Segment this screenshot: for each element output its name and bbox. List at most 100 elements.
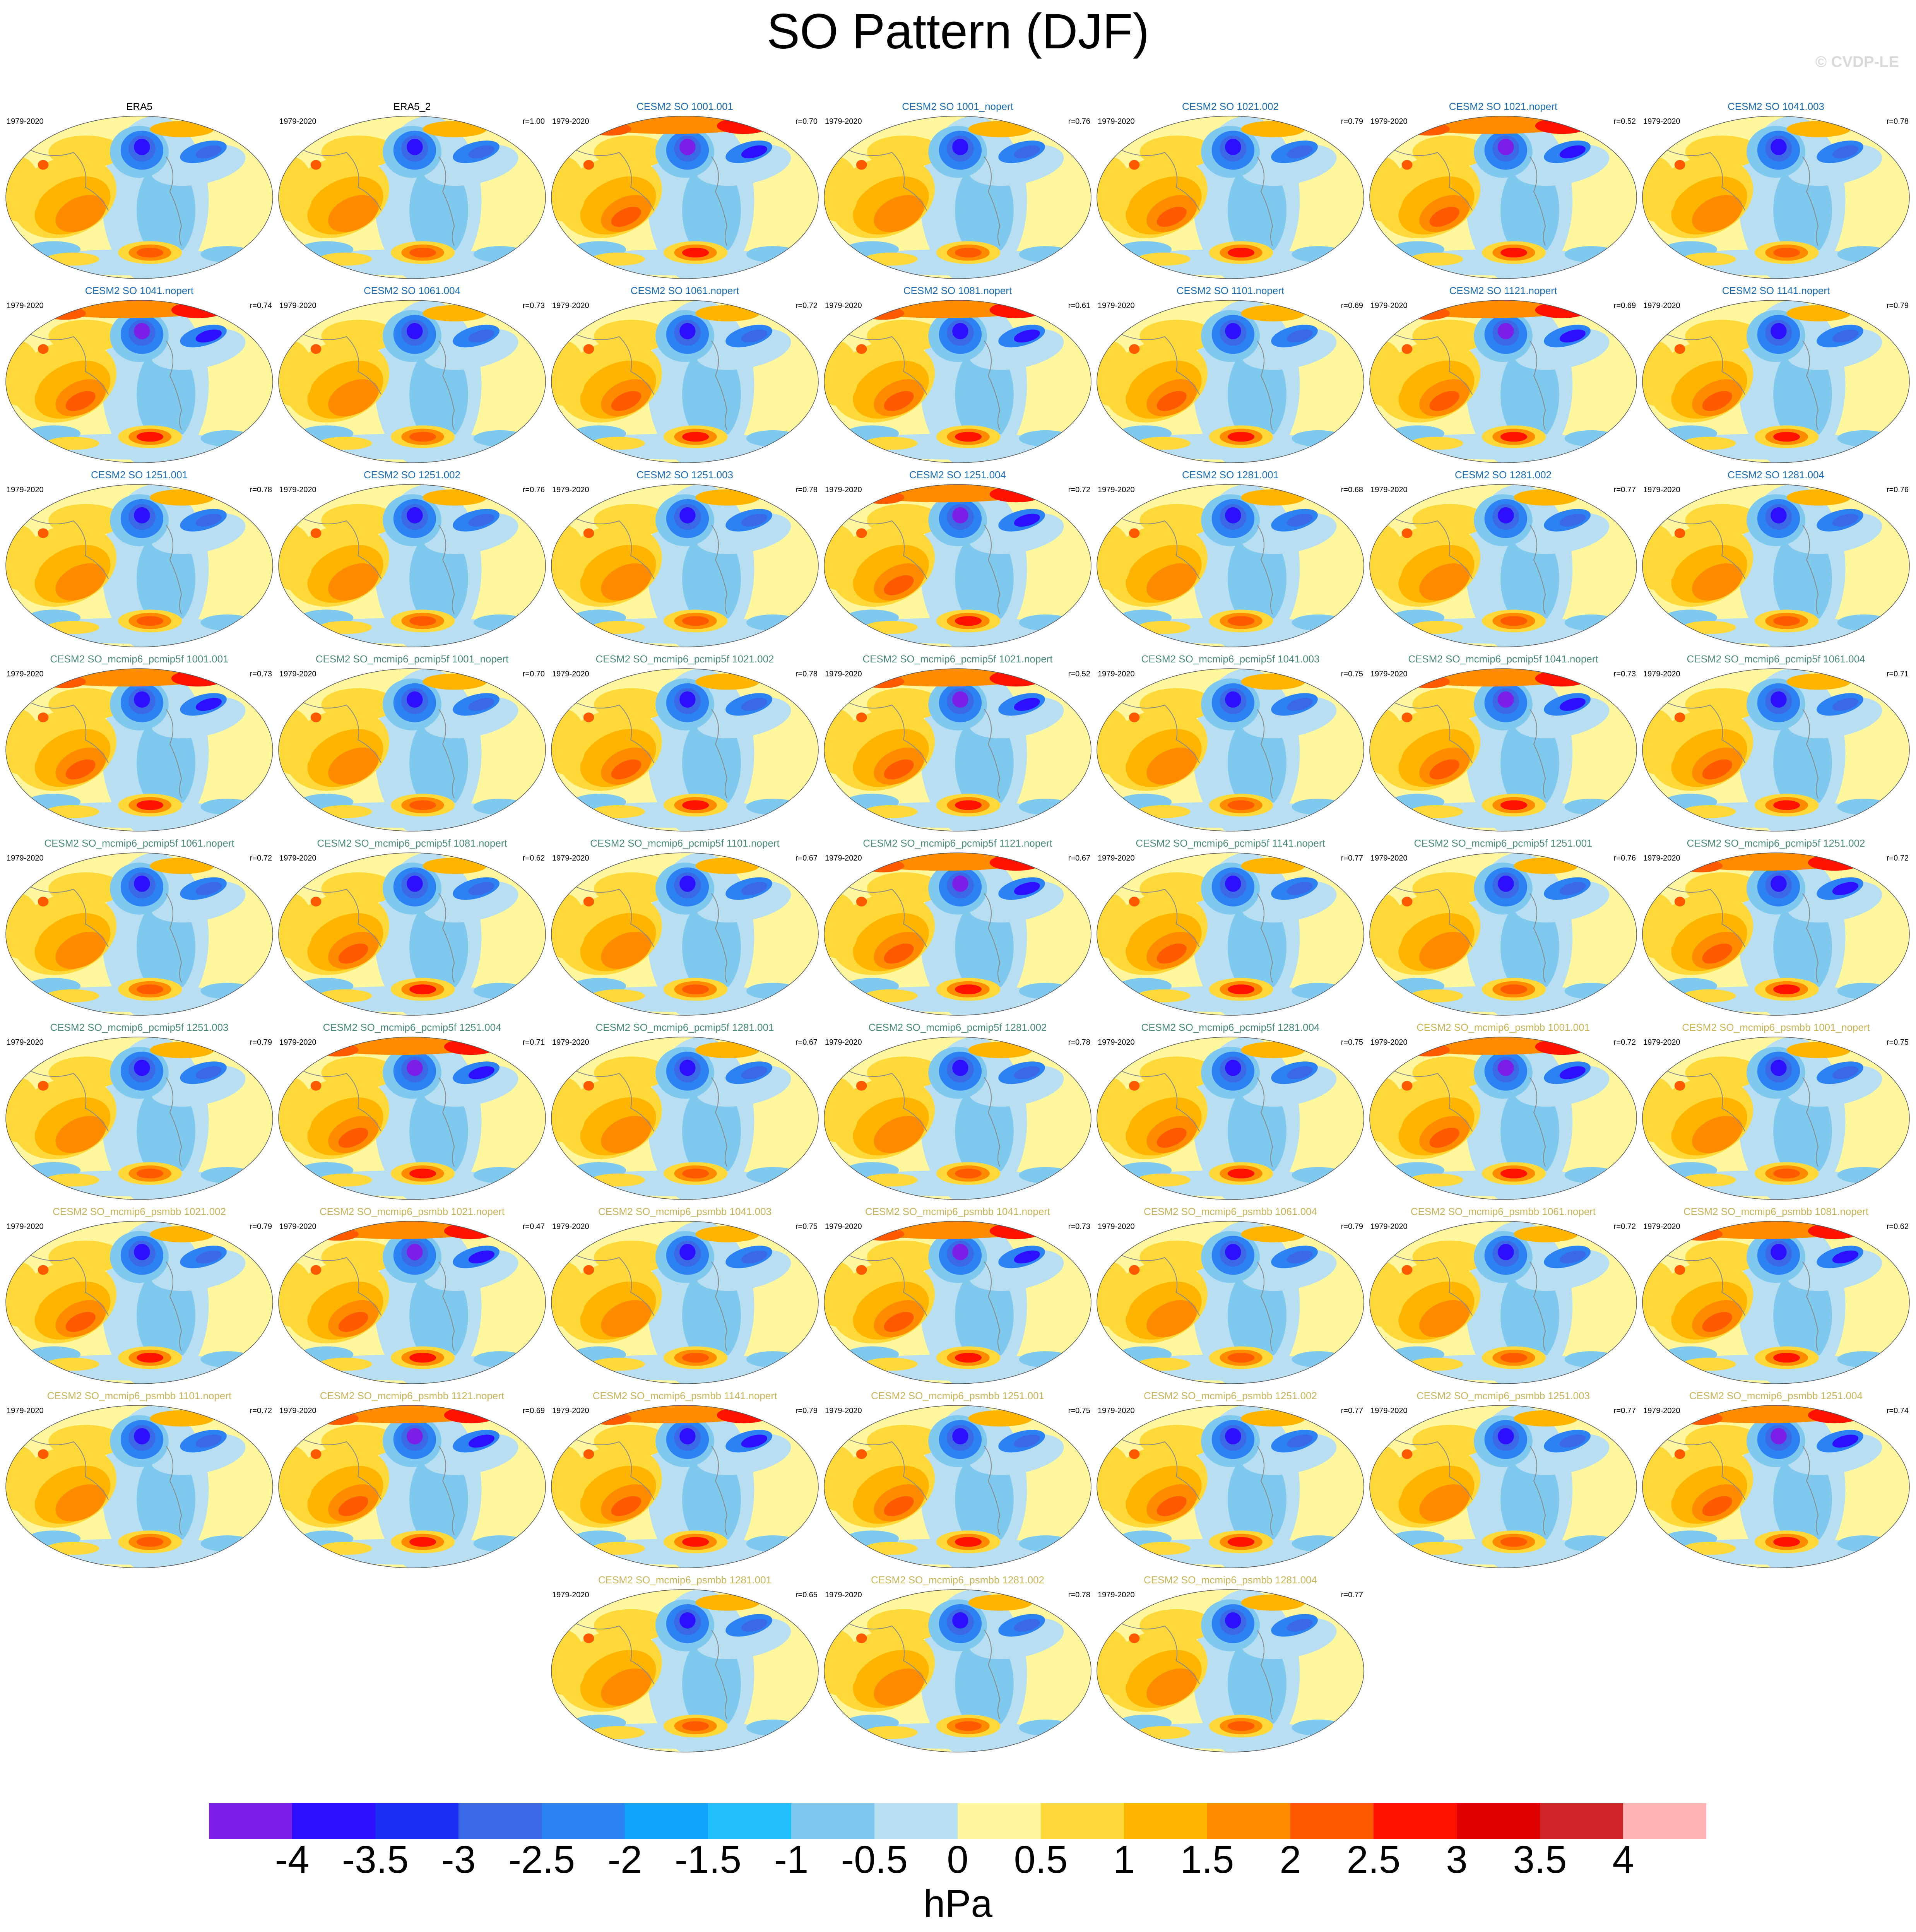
negative-anomaly xyxy=(1771,1244,1787,1260)
negative-anomaly xyxy=(151,1433,246,1475)
negative-anomaly xyxy=(468,1250,494,1264)
positive-anomaly xyxy=(1139,1241,1215,1273)
colorbar-segment xyxy=(1623,1803,1706,1839)
positive-anomaly xyxy=(1419,1300,1470,1337)
negative-anomaly xyxy=(134,139,150,155)
panel-correlation: r=0.62 xyxy=(523,854,545,862)
positive-anomaly xyxy=(955,1537,982,1547)
negative-anomaly xyxy=(473,799,527,815)
positive-anomaly xyxy=(867,1056,942,1089)
negative-anomaly xyxy=(1286,698,1313,711)
panel-correlation: r=0.76 xyxy=(1068,117,1090,126)
negative-anomaly xyxy=(1773,530,1832,628)
positive-anomaly xyxy=(1401,160,1413,170)
positive-anomaly xyxy=(695,857,760,874)
negative-anomaly xyxy=(1019,430,1073,447)
negative-anomaly xyxy=(134,323,150,339)
coastline xyxy=(299,148,382,211)
positive-anomaly xyxy=(1808,1407,1861,1424)
positive-anomaly xyxy=(137,432,164,442)
negative-anomaly xyxy=(955,1635,1014,1733)
negative-anomaly xyxy=(696,696,791,739)
positive-anomaly xyxy=(1808,854,1861,871)
positive-anomaly xyxy=(55,1484,106,1521)
negative-anomaly xyxy=(134,1059,150,1076)
negative-anomaly xyxy=(1514,1433,1610,1475)
negative-anomaly xyxy=(195,882,222,895)
negative-anomaly xyxy=(1832,145,1858,159)
positive-anomaly xyxy=(1410,1357,1463,1371)
coastline xyxy=(572,701,655,763)
positive-anomaly xyxy=(601,1668,652,1706)
positive-anomaly xyxy=(321,320,396,353)
positive-anomaly xyxy=(583,160,594,170)
panel-correlation: r=0.52 xyxy=(1068,670,1090,678)
colorbar-segment xyxy=(958,1803,1041,1839)
positive-anomaly xyxy=(874,195,924,232)
negative-anomaly xyxy=(423,328,518,370)
positive-anomaly xyxy=(1412,872,1487,905)
negative-anomaly xyxy=(1019,614,1073,631)
negative-anomaly xyxy=(473,614,527,631)
negative-anomaly xyxy=(137,530,195,628)
negative-anomaly xyxy=(682,346,741,443)
coastline xyxy=(299,517,382,579)
positive-anomaly xyxy=(279,1446,313,1511)
positive-anomaly xyxy=(1228,1721,1255,1731)
negative-anomaly xyxy=(137,1451,195,1549)
positive-anomaly xyxy=(279,1262,313,1327)
positive-anomaly xyxy=(1786,1042,1851,1058)
positive-anomaly xyxy=(824,341,859,406)
negative-anomaly xyxy=(407,875,423,892)
panel-period: 1979-2020 xyxy=(1370,854,1408,862)
map-outline xyxy=(1369,1221,1637,1384)
negative-anomaly xyxy=(134,1428,150,1444)
coastline xyxy=(1257,525,1273,614)
negative-anomaly xyxy=(195,513,222,527)
negative-anomaly xyxy=(468,145,494,159)
coastline xyxy=(1391,148,1473,211)
positive-anomaly xyxy=(1685,320,1760,353)
positive-anomaly xyxy=(1156,943,1187,964)
positive-anomaly xyxy=(321,504,396,537)
negative-anomaly xyxy=(1019,1720,1073,1736)
positive-anomaly xyxy=(423,121,487,137)
positive-anomaly xyxy=(1097,709,1132,774)
negative-anomaly xyxy=(195,1250,222,1264)
positive-anomaly xyxy=(171,670,225,687)
positive-anomaly xyxy=(1129,528,1140,538)
map-panel: CESM2 SO 1141.nopert 1979-2020 r=0.79 xyxy=(1642,285,1910,463)
coastline xyxy=(166,893,182,983)
positive-anomaly xyxy=(867,688,942,721)
positive-anomaly xyxy=(1228,1353,1255,1363)
positive-anomaly xyxy=(1500,984,1528,994)
positive-anomaly xyxy=(1419,563,1470,601)
coastline xyxy=(984,1261,1001,1351)
positive-anomaly xyxy=(1412,135,1487,168)
panel-title: CESM2 SO 1061.004 xyxy=(364,285,460,296)
positive-anomaly xyxy=(583,344,594,354)
positive-anomaly xyxy=(1786,305,1851,322)
map-outline xyxy=(5,484,273,647)
coastline xyxy=(711,1630,728,1720)
positive-anomaly xyxy=(864,1542,918,1555)
positive-anomaly xyxy=(583,1449,594,1459)
panel-title: CESM2 SO 1251.002 xyxy=(364,469,460,481)
positive-anomaly xyxy=(1228,1169,1255,1179)
positive-anomaly xyxy=(695,305,760,322)
positive-anomaly xyxy=(884,1496,914,1516)
positive-anomaly xyxy=(1228,616,1255,626)
positive-anomaly xyxy=(601,563,652,601)
panel-period: 1979-2020 xyxy=(1643,301,1680,310)
positive-anomaly xyxy=(1156,391,1187,411)
negative-anomaly xyxy=(195,1066,222,1080)
map-panel: CESM2 SO_mcmip6_psmbb 1081.nopert1979-20… xyxy=(1642,1206,1910,1384)
positive-anomaly xyxy=(955,984,982,994)
panel-period: 1979-2020 xyxy=(552,486,589,494)
panel-correlation: r=0.77 xyxy=(1341,1407,1363,1415)
panel-correlation: r=0.74 xyxy=(250,301,272,310)
positive-anomaly xyxy=(1692,1116,1743,1153)
negative-anomaly xyxy=(1286,145,1313,159)
panel-period: 1979-2020 xyxy=(552,1222,589,1231)
map-panel: CESM2 SO 1251.002 1979-2020 r=0.76 xyxy=(278,469,546,647)
